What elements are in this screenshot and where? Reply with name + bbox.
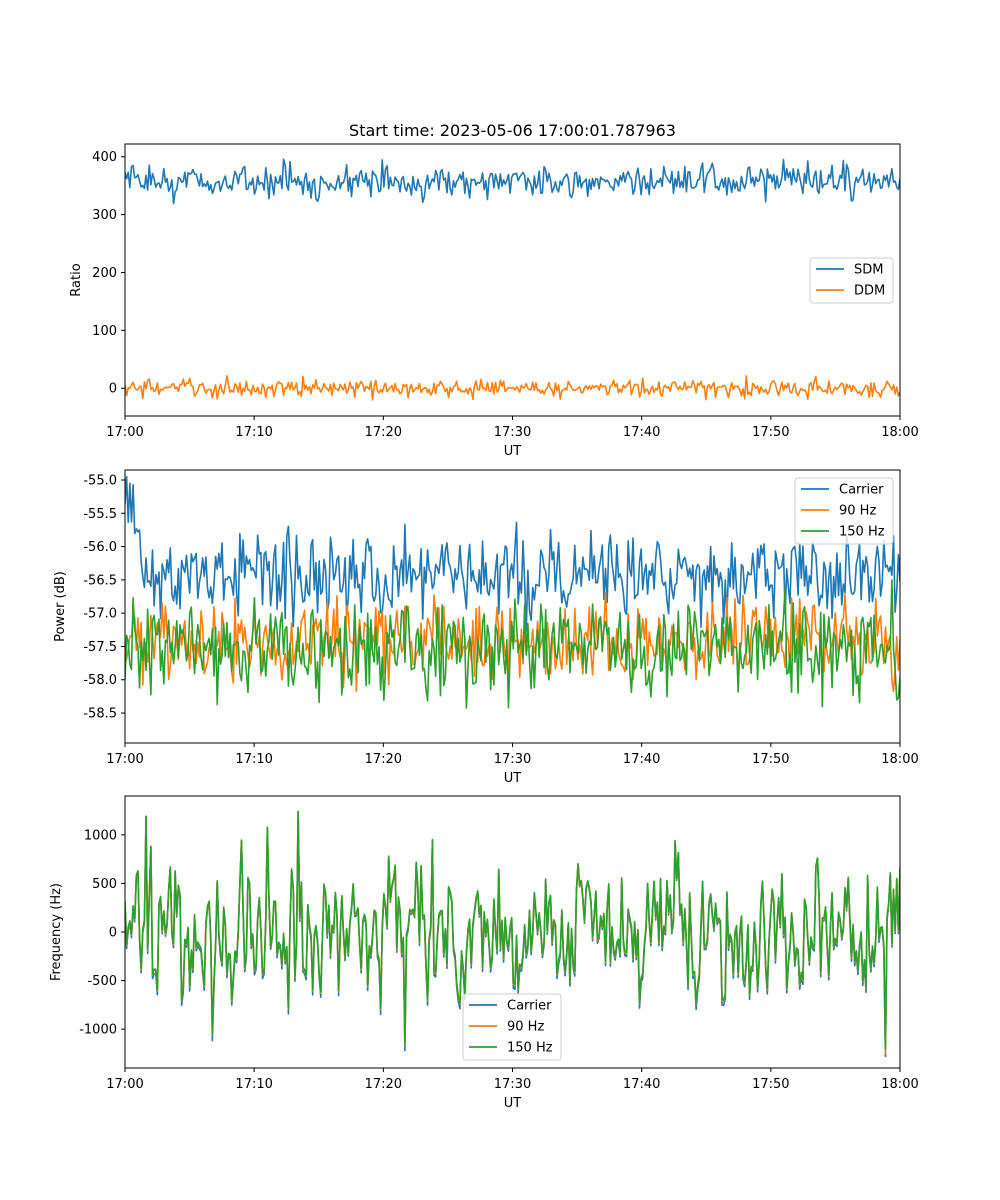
- x-tick-label: 18:00: [881, 1077, 918, 1092]
- y-tick-label: 0: [109, 926, 117, 941]
- x-tick-label: 17:50: [752, 752, 789, 767]
- legend-label: 150 Hz: [839, 525, 885, 540]
- y-tick-label: 200: [92, 266, 117, 281]
- y-tick-label: 1000: [84, 828, 117, 843]
- legend: Carrier 90 Hz 150 Hz: [794, 477, 894, 545]
- y-tick-label: -56.0: [83, 540, 117, 555]
- y-tick-label: -58.5: [83, 707, 117, 722]
- x-axis-label: UT: [504, 771, 522, 786]
- legend-label: Carrier: [507, 999, 552, 1014]
- x-tick-label: 18:00: [881, 752, 918, 767]
- y-tick-label: 100: [92, 324, 117, 339]
- y-axis-label: Ratio: [69, 263, 84, 296]
- y-tick-label: -500: [87, 974, 117, 989]
- y-axis-label: Frequency (Hz): [49, 883, 64, 981]
- series-line-150-hz: [125, 810, 900, 1050]
- x-tick-label: 18:00: [881, 425, 918, 440]
- y-tick-label: 400: [92, 150, 117, 165]
- x-tick-label: 17:40: [623, 1077, 660, 1092]
- legend-label: SDM: [854, 263, 883, 278]
- y-tick-label: -55.5: [83, 507, 117, 522]
- y-tick-label: -56.5: [83, 573, 117, 588]
- legend-label: Carrier: [839, 483, 884, 498]
- y-tick-label: 300: [92, 208, 117, 223]
- series-line-carrier: [125, 475, 900, 632]
- x-tick-label: 17:40: [623, 752, 660, 767]
- x-tick-label: 17:30: [494, 1077, 531, 1092]
- y-tick-label: -58.0: [83, 673, 117, 688]
- y-tick-label: 0: [109, 382, 117, 397]
- x-tick-label: 17:00: [106, 1077, 143, 1092]
- panel-1: 17:00 17:10 17:20 17:30 17:40 17:50 18:00 0 100 2…: [69, 143, 919, 459]
- legend-box: [794, 477, 894, 545]
- x-axis-label: UT: [504, 1096, 522, 1111]
- legend-label: 90 Hz: [839, 504, 876, 519]
- y-tick-label: 500: [92, 877, 117, 892]
- x-tick-label: 17:00: [106, 752, 143, 767]
- x-tick-label: 17:20: [365, 425, 402, 440]
- panel-2: 17:00 17:10 17:20 17:30 17:40 17:50 18:00 -55.0…: [53, 469, 919, 786]
- x-tick-label: 17:20: [365, 752, 402, 767]
- x-tick-label: 17:00: [106, 425, 143, 440]
- y-tick-label: -1000: [79, 1023, 117, 1038]
- x-tick-label: 17:50: [752, 1077, 789, 1092]
- x-tick-label: 17:30: [494, 752, 531, 767]
- legend: SDM DDM: [809, 257, 894, 304]
- series-line-sdm: [125, 158, 900, 205]
- x-tick-label: 17:40: [623, 425, 660, 440]
- y-tick-label: -55.0: [83, 473, 117, 488]
- panel-3: 17:00 17:10 17:20 17:30 17:40 17:50 18:00 1000 5…: [49, 795, 919, 1111]
- x-tick-label: 17:10: [235, 425, 272, 440]
- series-line-150-hz: [125, 579, 900, 709]
- legend-label: DDM: [854, 284, 885, 299]
- y-tick-label: -57.0: [83, 607, 117, 622]
- x-axis-label: UT: [504, 444, 522, 459]
- x-tick-label: 17:30: [494, 425, 531, 440]
- y-tick-label: -57.5: [83, 640, 117, 655]
- legend-label: 150 Hz: [507, 1041, 553, 1056]
- x-tick-label: 17:50: [752, 425, 789, 440]
- legend: Carrier 90 Hz 150 Hz: [462, 993, 562, 1061]
- series-line-ddm: [125, 375, 900, 401]
- legend-box: [462, 993, 562, 1061]
- figure-title: Start time: 2023-05-06 17:00:01.787963: [349, 121, 676, 140]
- y-axis-label: Power (dB): [53, 571, 68, 642]
- x-tick-label: 17:10: [235, 752, 272, 767]
- x-tick-label: 17:20: [365, 1077, 402, 1092]
- legend-label: 90 Hz: [507, 1020, 544, 1035]
- x-tick-label: 17:10: [235, 1077, 272, 1092]
